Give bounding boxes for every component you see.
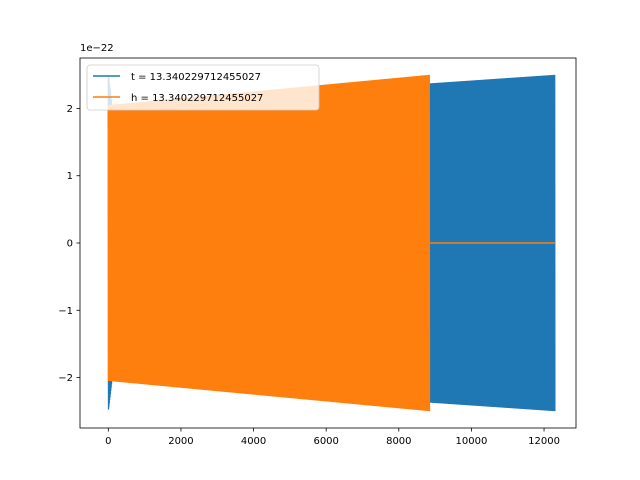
x-tick-label: 8000 [386, 436, 411, 447]
x-tick-label: 6000 [313, 436, 338, 447]
x-tick-label: 4000 [241, 436, 266, 447]
legend-label-h: h = 13.340229712455027 [131, 93, 263, 104]
y-axis-offset-label: 1e−22 [80, 43, 114, 54]
x-tick-label: 12000 [528, 436, 560, 447]
y-tick-label: 2 [67, 104, 73, 115]
y-tick-label: 1 [67, 171, 73, 182]
legend-label-t: t = 13.340229712455027 [131, 72, 261, 83]
legend-box [86, 64, 320, 111]
y-axis: −2 −1 0 1 2 [58, 104, 80, 384]
y-tick-label: 0 [67, 239, 73, 250]
plot-area [107, 74, 556, 412]
x-tick-label: 10000 [456, 436, 488, 447]
x-tick-label: 0 [105, 436, 111, 447]
x-axis: 0 2000 4000 6000 8000 10000 12000 [105, 428, 560, 447]
legend: t = 13.340229712455027 h = 13.3402297124… [86, 64, 320, 111]
y-tick-label: −2 [58, 373, 73, 384]
y-tick-label: −1 [58, 306, 73, 317]
series-line-h [107, 74, 431, 412]
x-tick-label: 2000 [168, 436, 193, 447]
